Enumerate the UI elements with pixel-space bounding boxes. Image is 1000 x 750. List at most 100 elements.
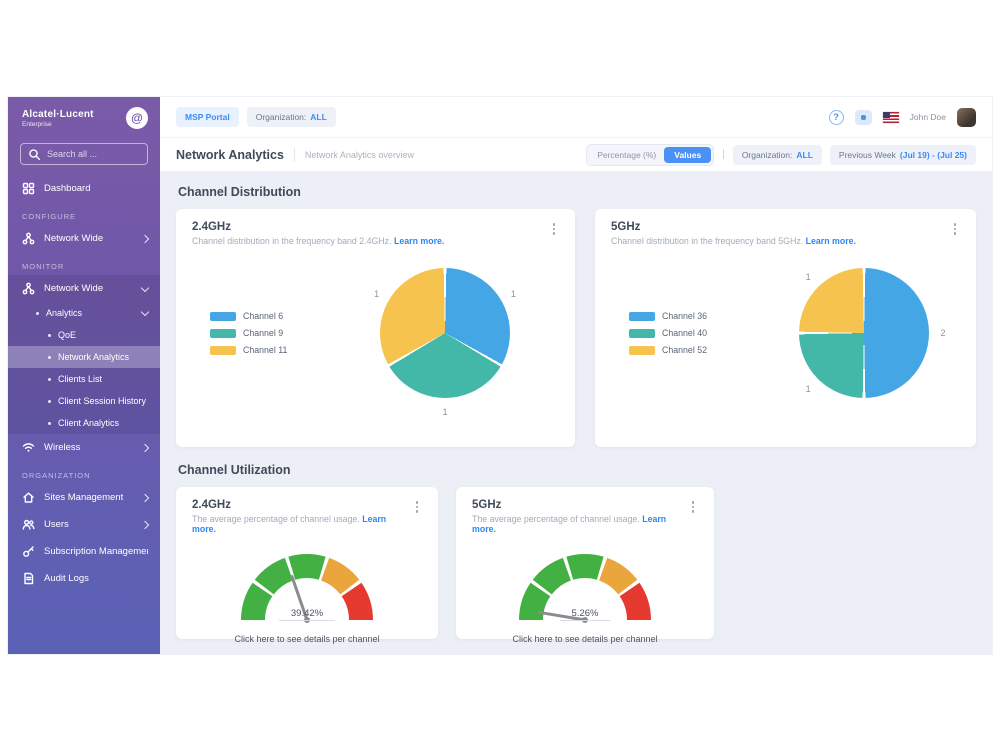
pie-slice-value: 1: [374, 288, 380, 299]
sidebar-item-client-analytics[interactable]: Client Analytics: [8, 412, 160, 434]
sidebar-item-subscription-management[interactable]: Subscription Management: [8, 538, 160, 565]
apps-icon[interactable]: [854, 109, 872, 125]
bullet-icon: [48, 377, 51, 381]
details-per-channel-link[interactable]: Click here to see details per channel: [512, 634, 658, 644]
pie-chart[interactable]: [799, 268, 929, 398]
sidebar-item-label: Wireless: [44, 442, 81, 453]
search-icon: [28, 148, 41, 161]
sidebar-item-label: Network Wide: [44, 233, 104, 244]
users-icon: [22, 518, 35, 531]
sidebar-item-network-wide-monitor[interactable]: Network Wide: [8, 275, 160, 302]
chevron-down-icon: [140, 283, 150, 292]
organization-filter-chip[interactable]: Organization: ALL: [732, 144, 822, 165]
sidebar: Alcatel·Lucent Enterprise @ Dashboard CO…: [8, 97, 160, 654]
card-distribution-5ghz: 5GHz Channel distribution in the frequen…: [595, 209, 976, 447]
brand-logo-icon: @: [126, 107, 148, 129]
sidebar-section-organization: ORGANIZATION: [22, 471, 91, 480]
legend-label: Channel 6: [243, 311, 284, 321]
kebab-menu-icon[interactable]: [948, 221, 962, 246]
organization-value: ALL: [310, 112, 327, 122]
kebab-menu-icon[interactable]: [686, 499, 700, 534]
sidebar-item-client-session-history[interactable]: Client Session History: [8, 390, 160, 412]
card-distribution-24ghz: 2.4GHz Channel distribution in the frequ…: [176, 209, 575, 447]
legend-item[interactable]: Channel 9: [210, 328, 345, 338]
wifi-icon: [22, 441, 35, 454]
card-description: Channel distribution in the frequency ba…: [611, 236, 804, 246]
legend-item[interactable]: Channel 6: [210, 311, 345, 321]
sidebar-item-label: QoE: [58, 330, 77, 340]
details-per-channel-link[interactable]: Click here to see details per channel: [234, 634, 380, 644]
kebab-menu-icon[interactable]: [410, 499, 424, 534]
legend-swatch: [629, 345, 655, 355]
sidebar-item-network-wide-configure[interactable]: Network Wide: [8, 225, 160, 252]
gauge-value: 39.42%: [222, 608, 392, 621]
legend-item[interactable]: Channel 40: [629, 328, 764, 338]
main-area: MSP Portal Organization: ALL ? John Doe …: [160, 97, 992, 654]
key-icon: [22, 545, 35, 558]
legend-item[interactable]: Channel 52: [629, 345, 764, 355]
app-window: Alcatel·Lucent Enterprise @ Dashboard CO…: [8, 97, 992, 654]
legend-item[interactable]: Channel 36: [629, 311, 764, 321]
card-description: The average percentage of channel usage.: [472, 514, 640, 524]
sidebar-item-analytics[interactable]: Analytics: [8, 302, 160, 324]
chevron-right-icon: [140, 520, 150, 529]
bullet-icon: [48, 399, 51, 403]
learn-more-link[interactable]: Learn more.: [472, 514, 667, 534]
bullet-icon: [36, 311, 39, 315]
gauge-value: 5.26%: [500, 608, 670, 621]
brand-name: Alcatel·Lucent: [22, 108, 94, 120]
week-filter-chip[interactable]: Previous Week (Jul 19) - (Jul 25): [829, 144, 976, 165]
avatar[interactable]: [957, 107, 976, 127]
msp-portal-chip[interactable]: MSP Portal: [176, 107, 239, 127]
sidebar-item-label: Users: [44, 519, 69, 530]
sidebar-item-clients-list[interactable]: Clients List: [8, 368, 160, 390]
page-subtitle: Network Analytics overview: [304, 149, 414, 160]
chevron-right-icon: [140, 443, 150, 452]
card-title: 2.4GHz: [192, 221, 231, 233]
pie-slice-value: 1: [442, 407, 448, 417]
sidebar-item-label: Clients List: [58, 374, 103, 384]
learn-more-link[interactable]: Learn more.: [192, 514, 387, 534]
legend-item[interactable]: Channel 11: [210, 345, 345, 355]
legend-label: Channel 9: [243, 328, 284, 338]
chevron-right-icon: [140, 493, 150, 502]
sidebar-item-audit-logs[interactable]: Audit Logs: [8, 565, 160, 592]
organization-chip[interactable]: Organization: ALL: [246, 107, 336, 127]
week-range: (Jul 19) - (Jul 25): [899, 149, 967, 160]
divider: [293, 147, 295, 162]
gauge-chart[interactable]: [500, 536, 670, 628]
sidebar-item-network-analytics[interactable]: Network Analytics: [8, 346, 160, 368]
sidebar-item-label: Analytics: [46, 308, 83, 318]
user-name[interactable]: John Doe: [909, 112, 946, 122]
help-icon[interactable]: ?: [828, 109, 844, 125]
sidebar-item-qoe[interactable]: QoE: [8, 324, 160, 346]
toggle-values[interactable]: Values: [664, 146, 712, 163]
sidebar-item-sites-management[interactable]: Sites Management: [8, 484, 160, 511]
legend-swatch: [629, 328, 655, 338]
sidebar-item-users[interactable]: Users: [8, 511, 160, 538]
gauge-chart-5ghz: 5.26%: [500, 536, 670, 628]
learn-more-link[interactable]: Learn more.: [393, 236, 445, 246]
kebab-menu-icon[interactable]: [547, 221, 561, 246]
legend-swatch: [210, 328, 236, 338]
sidebar-item-dashboard[interactable]: Dashboard: [8, 175, 160, 202]
pie-slice-value: 1: [805, 272, 811, 283]
toggle-percentage[interactable]: Percentage (%): [597, 149, 657, 160]
document-icon: [22, 572, 35, 585]
pie-chart-5ghz: Channel 36 Channel 40 Channel 52 2 1 1: [595, 246, 976, 418]
bullet-icon: [48, 421, 51, 425]
card-utilization-5ghz: 5GHz The average percentage of channel u…: [456, 487, 714, 644]
gauge-chart[interactable]: [222, 536, 392, 628]
search-input[interactable]: [47, 149, 140, 159]
sidebar-search[interactable]: [20, 143, 148, 165]
learn-more-link[interactable]: Learn more.: [805, 236, 856, 246]
language-flag-icon[interactable]: [882, 111, 899, 123]
organization-label: Organization:: [255, 112, 307, 122]
section-heading-distribution: Channel Distribution: [178, 185, 301, 199]
pie-slice-value: 1: [805, 383, 811, 394]
sidebar-item-label: Client Analytics: [58, 418, 120, 428]
sidebar-item-wireless[interactable]: Wireless: [8, 434, 160, 461]
card-title: 5GHz: [611, 221, 641, 233]
pie-chart[interactable]: [380, 268, 510, 398]
legend-label: Channel 11: [243, 345, 288, 355]
